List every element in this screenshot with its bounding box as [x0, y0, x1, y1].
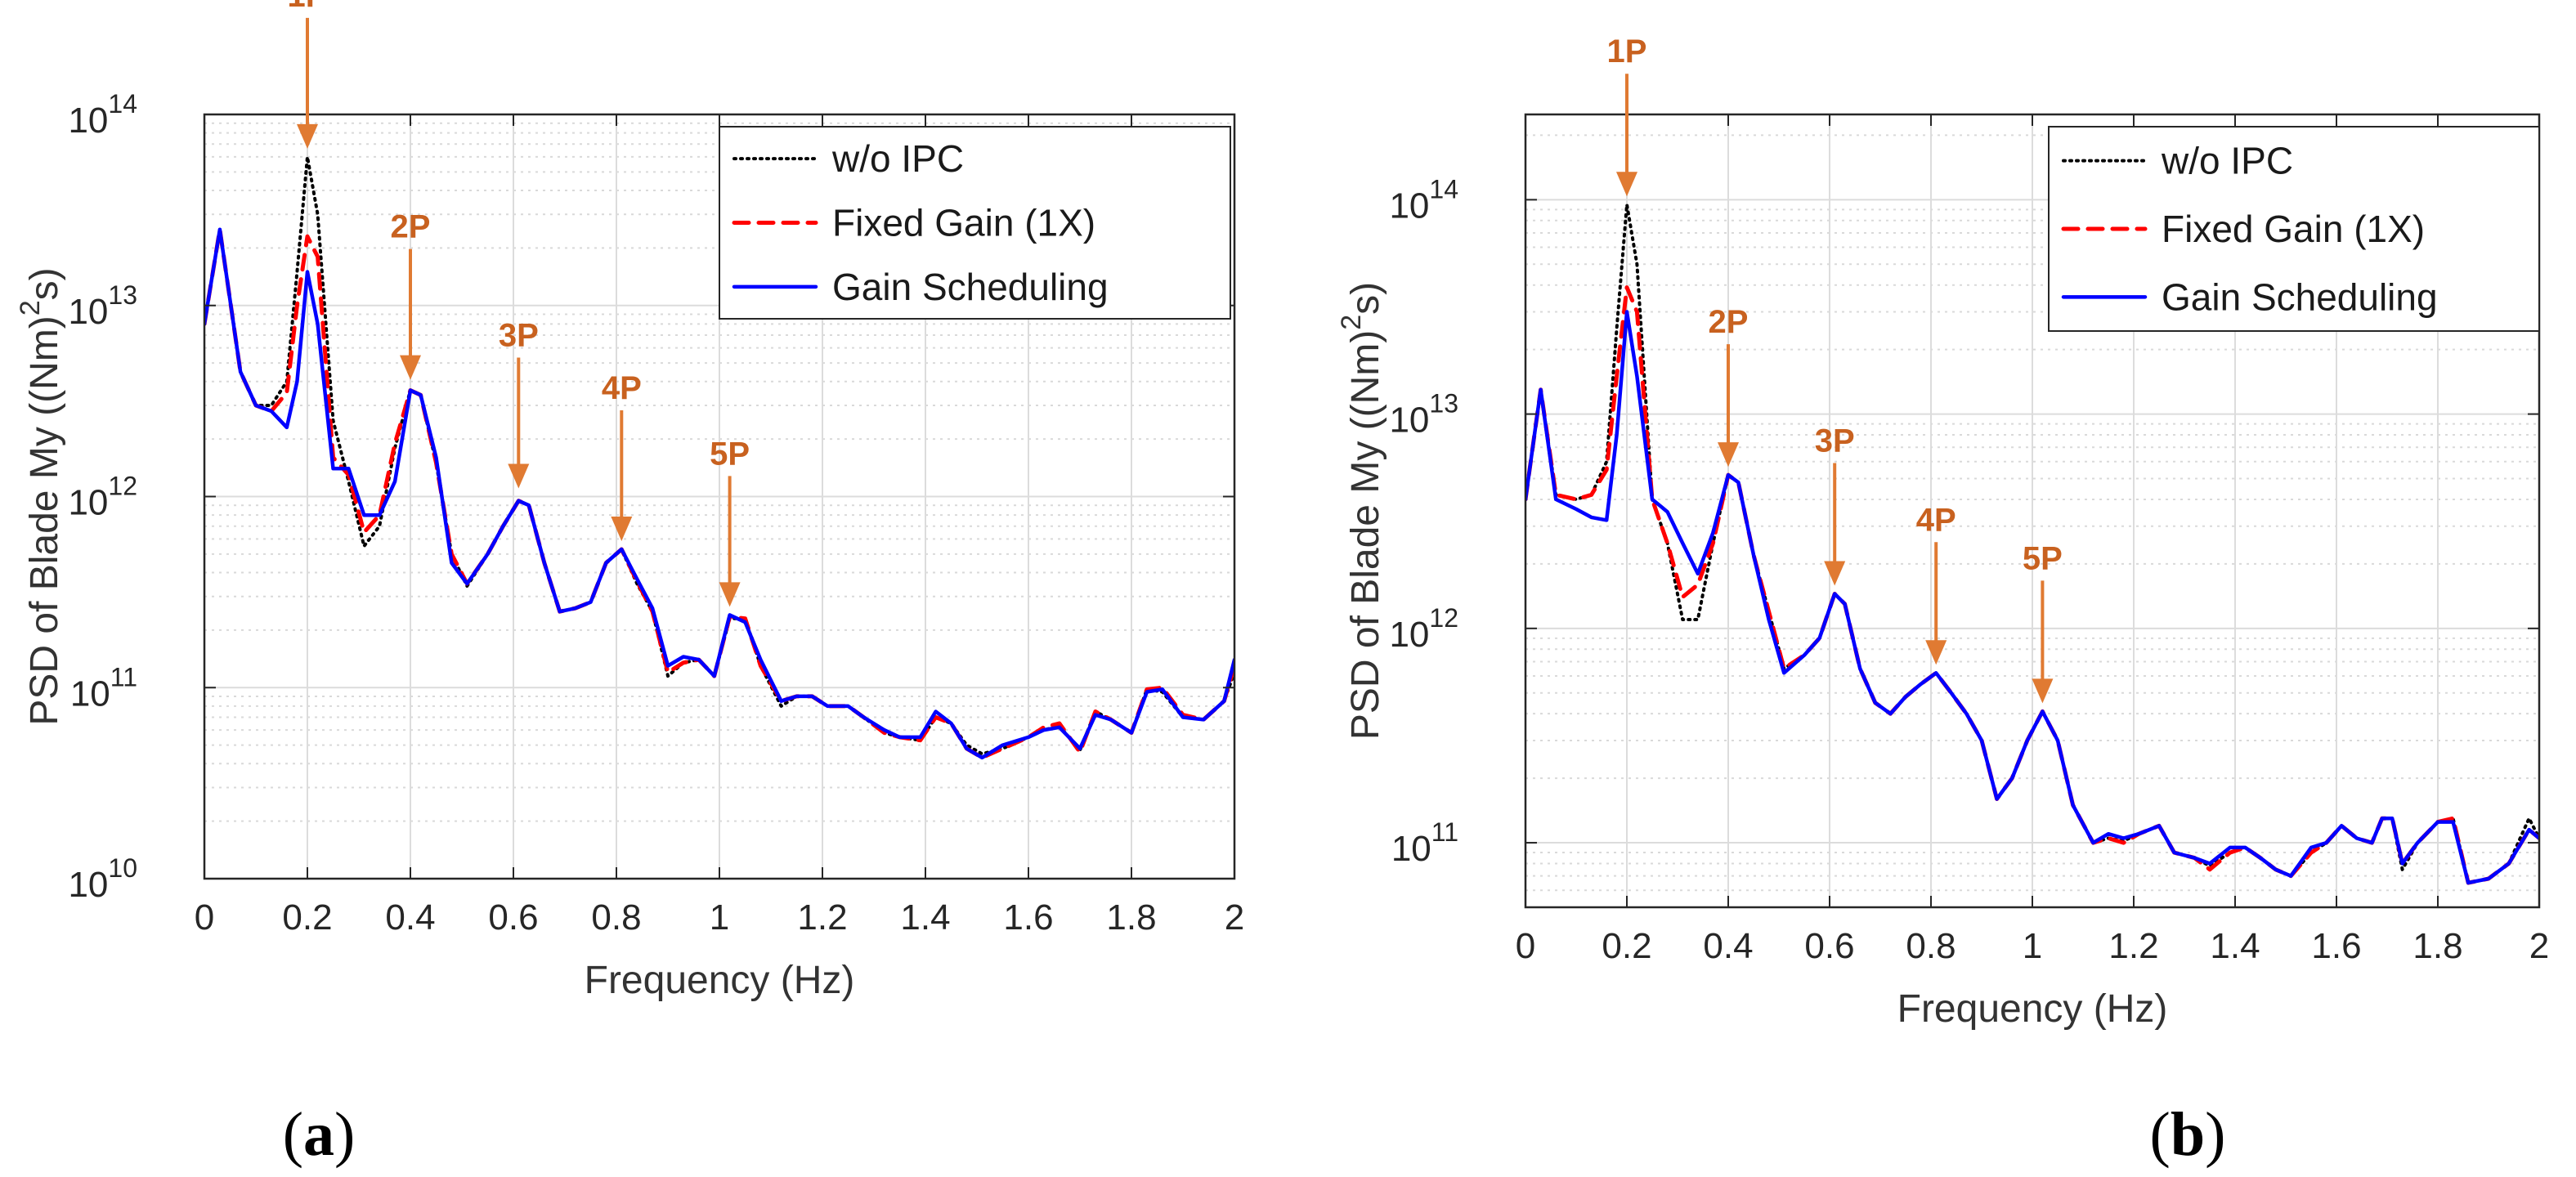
- x-tick-label: 2: [1225, 897, 1244, 938]
- caption-b: (b): [2149, 1100, 2226, 1169]
- harmonic-annotation: 1P: [1607, 34, 1647, 197]
- x-tick-label: 1: [2023, 926, 2042, 966]
- y-tick-label: 1013: [68, 280, 137, 332]
- harmonic-annotation: 1P: [288, 0, 328, 149]
- caption-a: (a): [282, 1100, 356, 1169]
- x-tick-label: 0.8: [591, 897, 641, 938]
- y-tick-label: 1014: [1389, 174, 1458, 226]
- harmonic-annotation: 4P: [602, 370, 642, 541]
- x-tick-label: 0.2: [1602, 926, 1651, 966]
- harmonic-annotation: 3P: [1815, 423, 1855, 586]
- harmonic-annotation: 2P: [391, 209, 431, 380]
- harmonic-label: 5P: [710, 436, 750, 472]
- harmonic-arrowhead: [508, 463, 530, 489]
- x-tick-label: 1.4: [900, 897, 950, 938]
- x-tick-label: 0: [195, 897, 214, 938]
- y-tick-label: 1012: [1389, 603, 1458, 655]
- y-tick-label: 1011: [70, 662, 137, 714]
- harmonic-arrowhead: [1925, 640, 1947, 665]
- x-tick-label: 1: [710, 897, 729, 938]
- harmonic-annotation: 5P: [710, 436, 750, 607]
- y-axis-label: PSD of Blade My ((Nm)2s): [1336, 282, 1387, 740]
- x-tick-label: 1.6: [2311, 926, 2361, 966]
- x-tick-label: 0.4: [385, 897, 435, 938]
- harmonic-label: 5P: [2023, 540, 2063, 576]
- harmonic-arrowhead: [1616, 172, 1637, 197]
- legend: w/o IPC Fixed Gain (1X) Gain Scheduling: [719, 126, 1231, 320]
- harmonic-label: 1P: [1607, 34, 1647, 69]
- x-tick-label: 2: [2529, 926, 2549, 966]
- series-line-gain-scheduling: [1525, 310, 2539, 885]
- x-tick-label: 0.8: [1906, 926, 1956, 966]
- legend-label: Gain Scheduling: [2162, 275, 2438, 318]
- harmonic-arrowhead: [1824, 561, 1846, 586]
- x-tick-label: 1.2: [797, 897, 847, 938]
- legend-label: Fixed Gain (1X): [832, 202, 1095, 244]
- x-tick-label: 1.2: [2108, 926, 2158, 966]
- x-tick-label: 0.4: [1703, 926, 1753, 966]
- x-tick-label: 0.6: [488, 897, 538, 938]
- harmonic-arrowhead: [611, 516, 633, 541]
- x-tick-label: 1.8: [2412, 926, 2462, 966]
- harmonic-label: 4P: [1916, 502, 1956, 538]
- series-line-w-o-ipc: [1525, 203, 2539, 885]
- series-line-fixed-gain-1x: [204, 227, 1234, 760]
- y-tick-label: 1014: [68, 89, 137, 141]
- x-axis-label: Frequency (Hz): [585, 959, 855, 1002]
- y-axis-label: PSD of Blade My ((Nm)2s): [15, 267, 66, 725]
- x-axis-label: Frequency (Hz): [1897, 987, 2168, 1031]
- x-tick-label: 0: [1516, 926, 1535, 966]
- harmonic-annotation: 4P: [1916, 502, 1956, 665]
- x-tick-label: 1.6: [1003, 897, 1053, 938]
- harmonic-annotation: 5P: [2023, 540, 2063, 704]
- harmonic-arrowhead: [1718, 442, 1739, 468]
- harmonic-label: 2P: [1709, 304, 1749, 340]
- chart-panel-b: 0 0.2 0.4 0.6 0.8 1 1.2 1.4 1.6 1.8 2 1011 1012 1013 1…: [1288, 0, 2576, 1177]
- y-tick-label: 1012: [68, 472, 137, 523]
- series-group: [204, 154, 1234, 760]
- y-tick-label: 1010: [68, 853, 137, 905]
- chart-a: 0 0.2 0.4 0.6 0.8 1 1.2 1.4 1.6 1.8 2 1010 1011 1012 1…: [15, 0, 1244, 1002]
- series-group: [1525, 203, 2539, 885]
- harmonic-arrowhead: [2032, 678, 2054, 704]
- chart-b: 0 0.2 0.4 0.6 0.8 1 1.2 1.4 1.6 1.8 2 1011 1012 1013 1…: [1336, 34, 2549, 1031]
- harmonic-arrowhead: [719, 582, 741, 607]
- y-tick-label: 1011: [1391, 817, 1458, 869]
- x-tick-label: 0.6: [1804, 926, 1854, 966]
- legend-label: Gain Scheduling: [832, 266, 1109, 308]
- series-line-gain-scheduling: [204, 227, 1234, 760]
- harmonic-annotation: 2P: [1709, 304, 1749, 468]
- legend-label: w/o IPC: [2161, 140, 2293, 182]
- chart-panel-a: 0 0.2 0.4 0.6 0.8 1 1.2 1.4 1.6 1.8 2 1010 1011 1012 1…: [15, 0, 1244, 1169]
- harmonic-label: 3P: [499, 318, 539, 354]
- harmonic-label: 2P: [391, 209, 431, 245]
- x-tick-label: 0.2: [282, 897, 332, 938]
- x-tick-label: 1.8: [1106, 897, 1156, 938]
- harmonic-label: 4P: [602, 370, 642, 406]
- harmonic-label: 3P: [1815, 423, 1855, 459]
- legend-label: Fixed Gain (1X): [2162, 208, 2425, 250]
- harmonic-arrowhead: [400, 355, 421, 380]
- harmonic-arrowhead: [297, 123, 318, 149]
- x-tick-label: 1.4: [2210, 926, 2260, 966]
- harmonic-annotation: 3P: [499, 318, 539, 489]
- harmonic-label: 1P: [288, 0, 328, 14]
- legend-label: w/o IPC: [831, 137, 964, 180]
- y-tick-label: 1013: [1389, 389, 1458, 441]
- legend: w/o IPC Fixed Gain (1X) Gain Scheduling: [2048, 126, 2540, 332]
